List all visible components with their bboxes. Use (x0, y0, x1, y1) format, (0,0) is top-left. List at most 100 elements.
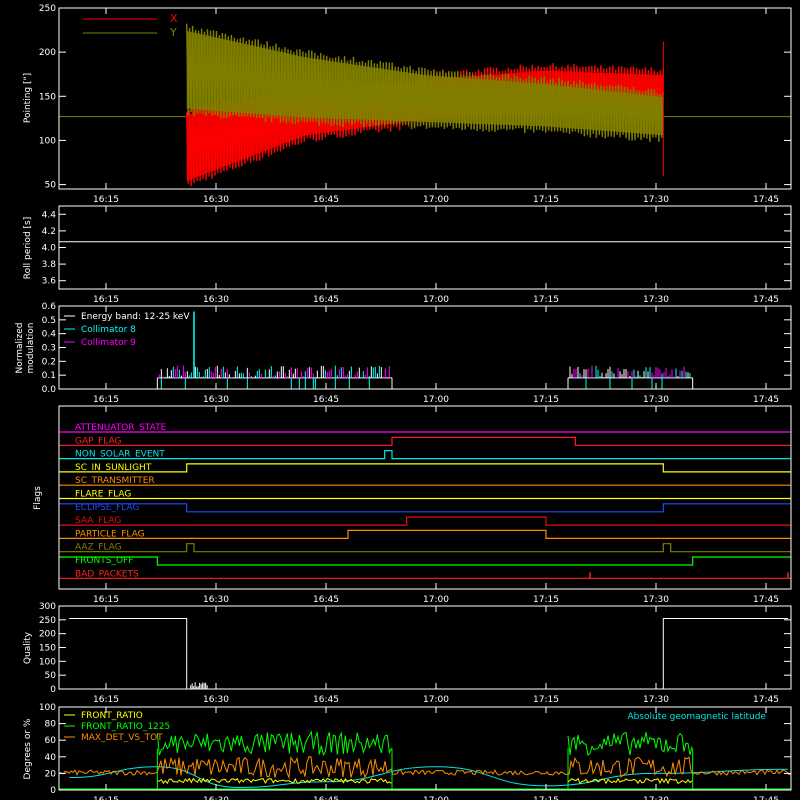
panel-roll-period: 3.6 3.8 4.0 4.2 4.4 16:15 16:30 16:45 17:00 17:1… (23, 205, 792, 305)
x-tick-label: 16:15 (93, 595, 119, 605)
legend-y-label: Y (169, 26, 177, 39)
front-ratio-1225-series (156, 730, 392, 757)
y-tick-label: 0.1 (42, 371, 56, 381)
y-tick-label: 4.0 (42, 244, 57, 254)
x-tick-label: 16:15 (93, 796, 119, 800)
y-tick-label: 80 (45, 720, 57, 730)
y-tick-label: 200 (39, 48, 56, 58)
y-tick-label: 100 (39, 703, 56, 713)
flag-label: NON_SOLAR_EVENT (75, 450, 165, 460)
y-tick-label: 4.4 (42, 210, 57, 220)
x-tick-label: 17:45 (753, 595, 779, 605)
x-tick-label: 16:45 (313, 796, 339, 800)
x-tick-label: 17:15 (533, 695, 559, 705)
x-tick-label: 17:00 (423, 695, 449, 705)
flag-label: PARTICLE_FLAG (75, 529, 145, 539)
x-tick-label: 17:00 (423, 395, 449, 405)
y-tick-label: 50 (45, 181, 57, 191)
flag-label: SAA_FLAG (75, 516, 121, 526)
roll-period-x-axis: 16:15 16:30 16:45 17:00 17:15 17:30 17:45 (93, 206, 779, 305)
x-tick-label: 17:15 (533, 595, 559, 605)
x-tick-label: 17:30 (643, 796, 669, 800)
flag-label: ATTENUATOR_STATE (75, 423, 167, 433)
x-tick-label: 17:45 (753, 295, 779, 305)
x-tick-label: 16:45 (313, 195, 339, 205)
y-tick-label: 3.6 (42, 277, 57, 287)
flag-label: SC_IN_SUNLIGHT (75, 463, 152, 473)
legend-front-ratio-1225-label: FRONT_RATIO_1225 (81, 722, 170, 732)
x-tick-label: 16:30 (203, 195, 229, 205)
y-tick-label: 20 (45, 769, 57, 779)
front-ratio-series (567, 777, 693, 785)
x-tick-label: 17:00 (423, 295, 449, 305)
y-tick-label: 0.2 (42, 357, 56, 367)
x-tick-label: 17:00 (423, 796, 449, 800)
x-tick-label: 16:45 (313, 595, 339, 605)
pointing-y-axis: 50 100 150 200 250 (39, 4, 791, 191)
y-tick-label: 60 (45, 736, 57, 746)
flag-label: ECLIPSE_FLAG (75, 503, 139, 513)
panel-ratios: 0 20 40 60 80 100 16:15 16:30 16:45 17:00 17:15 17… (23, 703, 792, 800)
legend-front-ratio-label: FRONT_RATIO (81, 711, 143, 721)
flag-trace (59, 556, 791, 566)
panel-flags: ATTENUATOR_STATE GAP_FLAG NON_SOLAR_EVENT S… (33, 405, 792, 605)
x-tick-label: 17:15 (533, 195, 559, 205)
y-tick-label: 200 (39, 630, 56, 640)
roll-period-y-axis: 3.6 3.8 4.0 4.2 4.4 (42, 210, 791, 287)
flag-trace (59, 463, 791, 473)
y-tick-label: 0 (50, 685, 56, 695)
flag-trace (59, 516, 791, 526)
x-tick-label: 17:30 (643, 295, 669, 305)
flags-ylabel: Flags (33, 486, 43, 510)
flag-trace (59, 503, 791, 513)
x-tick-label: 17:15 (533, 395, 559, 405)
legend-collimator8-label: Collimator 8 (81, 325, 136, 335)
roll-period-ylabel: Roll period [s] (23, 217, 33, 279)
y-tick-label: 150 (39, 644, 56, 654)
x-tick-label: 16:15 (93, 395, 119, 405)
flags-plot-area: ATTENUATOR_STATE GAP_FLAG NON_SOLAR_EVENT S… (59, 423, 791, 579)
x-tick-label: 16:15 (93, 695, 119, 705)
x-tick-label: 16:30 (203, 595, 229, 605)
x-tick-label: 17:45 (753, 395, 779, 405)
x-tick-label: 17:00 (423, 195, 449, 205)
front-ratio-series (157, 777, 392, 785)
y-tick-label: 0.4 (42, 330, 57, 340)
legend-energy-label: Energy band: 12-25 keV (81, 312, 190, 322)
panel-modulation: 0.0 0.1 0.2 0.3 0.4 0.5 0.6 16:15 16:30 16:45 17:… (15, 302, 792, 405)
x-tick-label: 16:45 (313, 295, 339, 305)
geomag-annotation: Absolute geomagnetic latitude (627, 712, 766, 722)
flag-label: GAP_FLAG (75, 436, 121, 446)
flag-label: SC_TRANSMITTER (75, 476, 155, 486)
flag-trace (59, 436, 791, 446)
pointing-ylabel: Pointing ["] (23, 73, 33, 123)
y-tick-label: 250 (39, 616, 56, 626)
y-tick-label: 0.6 (42, 302, 57, 312)
x-tick-label: 17:30 (643, 395, 669, 405)
y-tick-label: 0.5 (42, 316, 56, 326)
flag-label: FLARE_FLAG (75, 490, 131, 500)
legend-x-label: X (170, 12, 178, 25)
ratios-x-axis: 16:15 16:30 16:45 17:00 17:15 17:30 17:45 (93, 707, 779, 800)
y-tick-label: 4.2 (42, 227, 56, 237)
ratios-ylabel: Degrees or % (23, 718, 33, 779)
y-tick-label: 300 (39, 602, 56, 612)
y-tick-label: 100 (39, 657, 56, 667)
modulation-ylabel-line2: modulation (26, 323, 36, 374)
x-tick-label: 16:15 (93, 195, 119, 205)
modulation-y-axis: 0.0 0.1 0.2 0.3 0.4 0.5 0.6 (42, 302, 791, 395)
x-tick-label: 16:15 (93, 295, 119, 305)
quality-ylabel: Quality (23, 631, 33, 664)
x-tick-label: 17:30 (643, 595, 669, 605)
x-tick-label: 16:30 (203, 395, 229, 405)
x-tick-label: 17:30 (643, 195, 669, 205)
flag-label: FRONTS_OFF (75, 556, 133, 566)
x-tick-label: 16:30 (203, 295, 229, 305)
x-tick-label: 17:00 (423, 595, 449, 605)
x-tick-label: 17:45 (753, 796, 779, 800)
flag-label: AAZ_FLAG (75, 543, 122, 553)
y-tick-label: 3.8 (42, 260, 57, 270)
x-tick-label: 16:30 (203, 796, 229, 800)
